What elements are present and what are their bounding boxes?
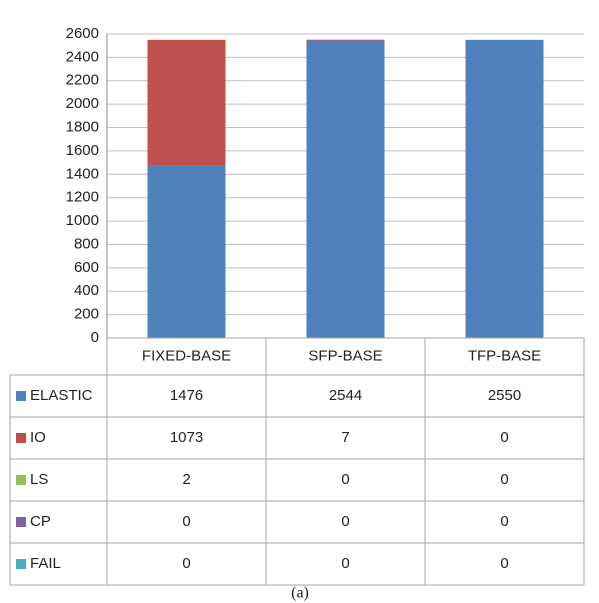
y-tick-label: 0 [91,329,99,346]
table-value: 0 [182,555,190,572]
table-value: 7 [341,429,349,446]
legend-label: ELASTIC [30,387,93,404]
table-value: 0 [500,429,508,446]
table-value: 1476 [170,387,203,404]
table-value: 2544 [329,387,362,404]
table-value: 0 [341,471,349,488]
y-tick-label: 1800 [66,119,99,136]
table-row [9,458,585,502]
table-value: 0 [341,513,349,530]
y-tick-label: 2400 [66,48,99,65]
bar-segment [465,39,544,338]
bar-segment [306,39,385,41]
y-tick-label: 1600 [66,142,99,159]
legend-swatch [16,517,26,527]
table-value: 1073 [170,429,203,446]
y-tick-label: 1400 [66,165,99,182]
legend-label: FAIL [30,555,61,572]
table-value: 0 [500,471,508,488]
x-tick-label: SFP-BASE [308,347,382,364]
y-tick-label: 2000 [66,95,99,112]
table-value: 0 [182,513,190,530]
legend-swatch [16,433,26,443]
y-tick-label: 200 [74,306,99,323]
y-tick-label: 1000 [66,212,99,229]
caption: (a) [291,585,309,602]
legend-label: LS [30,471,48,488]
y-tick-label: 400 [74,282,99,299]
y-tick-label: 2200 [66,72,99,89]
table-value: 2550 [488,387,521,404]
bar-segment [306,40,385,338]
legend-label: CP [30,513,51,530]
table-value: 0 [341,555,349,572]
y-tick-label: 2600 [66,25,99,42]
bar-segment [147,39,226,166]
table-value: 0 [500,555,508,572]
x-tick-label: FIXED-BASE [142,347,231,364]
legend-swatch [16,391,26,401]
legend-label: IO [30,429,46,446]
table-row [9,500,585,544]
legend-swatch [16,559,26,569]
table-row [9,416,585,460]
y-tick-label: 1200 [66,189,99,206]
y-tick-label: 600 [74,259,99,276]
bar-segment [147,165,226,338]
legend-swatch [16,475,26,485]
table-value: 0 [500,513,508,530]
table-value: 2 [182,471,190,488]
y-tick-label: 800 [74,235,99,252]
table-row [9,542,585,586]
x-tick-label: TFP-BASE [468,347,541,364]
